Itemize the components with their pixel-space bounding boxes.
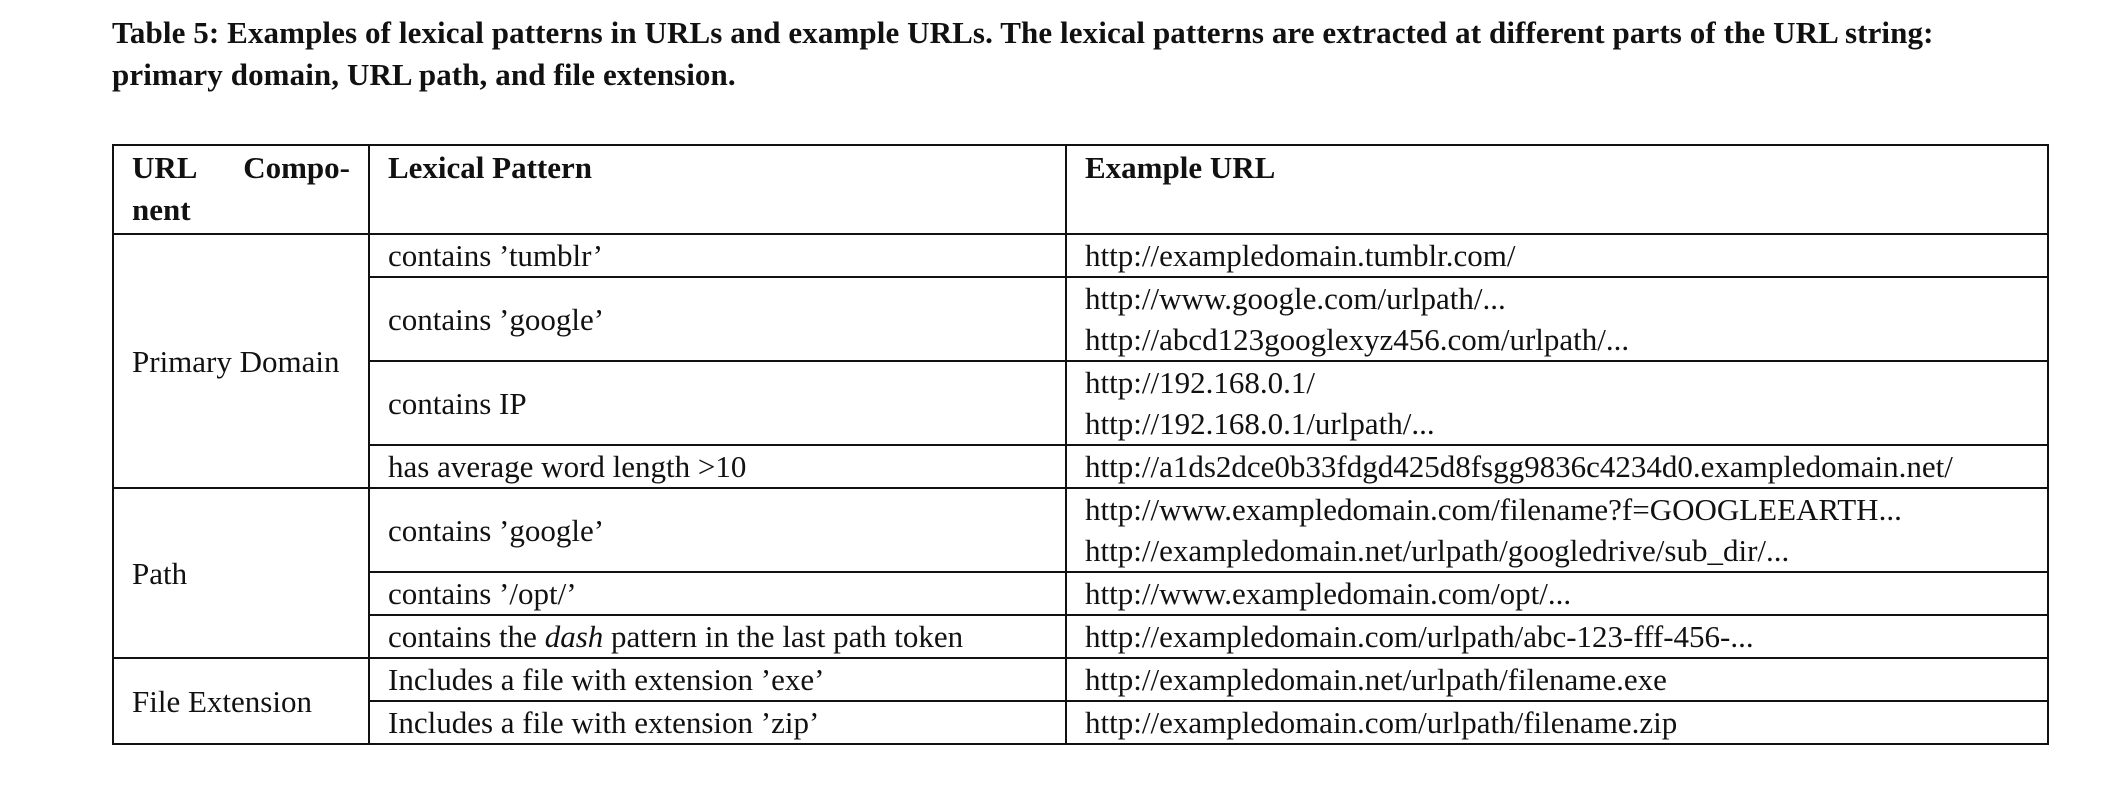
- pattern-cell: contains ’/opt/’: [368, 571, 1067, 616]
- pattern-cell: has average word length >10: [368, 444, 1067, 489]
- table-row: contains ’/opt/’ http://www.exampledomai…: [113, 571, 2049, 616]
- table-row: contains the dash pattern in the last pa…: [113, 614, 2049, 659]
- table-row: contains ’google’ http://www.google.com/…: [113, 276, 2049, 362]
- header-example-url: Example URL: [1065, 144, 2049, 235]
- url-text: http://abcd123googlexyz456.com/urlpath/.…: [1085, 322, 1630, 357]
- url-text: http://exampledomain.net/urlpath/filenam…: [1085, 662, 1667, 697]
- url-text: http://www.exampledomain.com/filename?f=…: [1085, 492, 1902, 527]
- pattern-cell: contains IP: [368, 360, 1067, 446]
- pattern-text-before: contains the: [388, 619, 545, 654]
- url-text: http://exampledomain.com/urlpath/filenam…: [1085, 705, 1678, 740]
- header-row: URL Compo- nent Lexical Pattern Example …: [112, 144, 2049, 235]
- url-text: http://192.168.0.1/urlpath/...: [1085, 406, 1435, 441]
- url-text: http://www.exampledomain.com/opt/...: [1085, 576, 1572, 611]
- url-cell: http://192.168.0.1/ http://192.168.0.1/u…: [1065, 360, 2049, 446]
- pattern-text-emphasis: dash: [544, 619, 604, 654]
- url-text: http://192.168.0.1/: [1085, 365, 1315, 400]
- table-row: File Extension Includes a file with exte…: [112, 657, 2049, 745]
- table-row: Path contains ’google’ http://www.exampl…: [112, 487, 2049, 659]
- url-cell: http://www.exampledomain.com/filename?f=…: [1065, 487, 2049, 573]
- header-url-component: URL Compo- nent: [112, 144, 370, 235]
- table-row: has average word length >10 http://a1ds2…: [113, 444, 2049, 489]
- pattern-cell: contains the dash pattern in the last pa…: [368, 614, 1067, 659]
- url-text: http://exampledomain.tumblr.com/: [1085, 238, 1516, 273]
- pattern-cell: Includes a file with extension ’exe’: [368, 657, 1067, 702]
- url-text: http://www.google.com/urlpath/...: [1085, 281, 1506, 316]
- pattern-cell: contains ’google’: [368, 276, 1067, 362]
- url-cell: http://exampledomain.net/urlpath/filenam…: [1065, 657, 2049, 702]
- url-cell: http://www.google.com/urlpath/... http:/…: [1065, 276, 2049, 362]
- url-cell: http://exampledomain.tumblr.com/: [1065, 233, 2049, 278]
- header-lexical-pattern: Lexical Pattern: [368, 144, 1067, 235]
- component-primary-domain: Primary Domain: [112, 233, 370, 489]
- url-text: http://exampledomain.com/urlpath/abc-123…: [1085, 619, 1754, 654]
- component-file-extension: File Extension: [112, 657, 370, 745]
- table-row: Includes a file with extension ’zip’ htt…: [113, 700, 2049, 745]
- url-text: http://a1ds2dce0b33fdgd425d8fsgg9836c423…: [1085, 449, 1953, 484]
- url-cell: http://www.exampledomain.com/opt/...: [1065, 571, 2049, 616]
- table-row: Primary Domain contains ’tumblr’ http://…: [112, 233, 2049, 489]
- header-url-component-word2: Compo-: [243, 150, 350, 185]
- pattern-cell: Includes a file with extension ’zip’: [368, 700, 1067, 745]
- url-cell: http://a1ds2dce0b33fdgd425d8fsgg9836c423…: [1065, 444, 2049, 489]
- header-url-component-word3: nent: [132, 192, 191, 227]
- url-cell: http://exampledomain.com/urlpath/abc-123…: [1065, 614, 2049, 659]
- pattern-text-after: pattern in the last path token: [603, 619, 964, 654]
- url-text: http://exampledomain.net/urlpath/googled…: [1085, 533, 1790, 568]
- table-row: contains IP http://192.168.0.1/ http://1…: [113, 360, 2049, 446]
- lexical-patterns-table: URL Compo- nent Lexical Pattern Example …: [112, 144, 2049, 745]
- pattern-cell: contains ’tumblr’: [368, 233, 1067, 278]
- url-cell: http://exampledomain.com/urlpath/filenam…: [1065, 700, 2049, 745]
- pattern-cell: contains ’google’: [368, 487, 1067, 573]
- component-path: Path: [112, 487, 370, 659]
- table-caption: Table 5: Examples of lexical patterns in…: [112, 15, 1934, 92]
- header-url-component-word1: URL: [132, 150, 198, 185]
